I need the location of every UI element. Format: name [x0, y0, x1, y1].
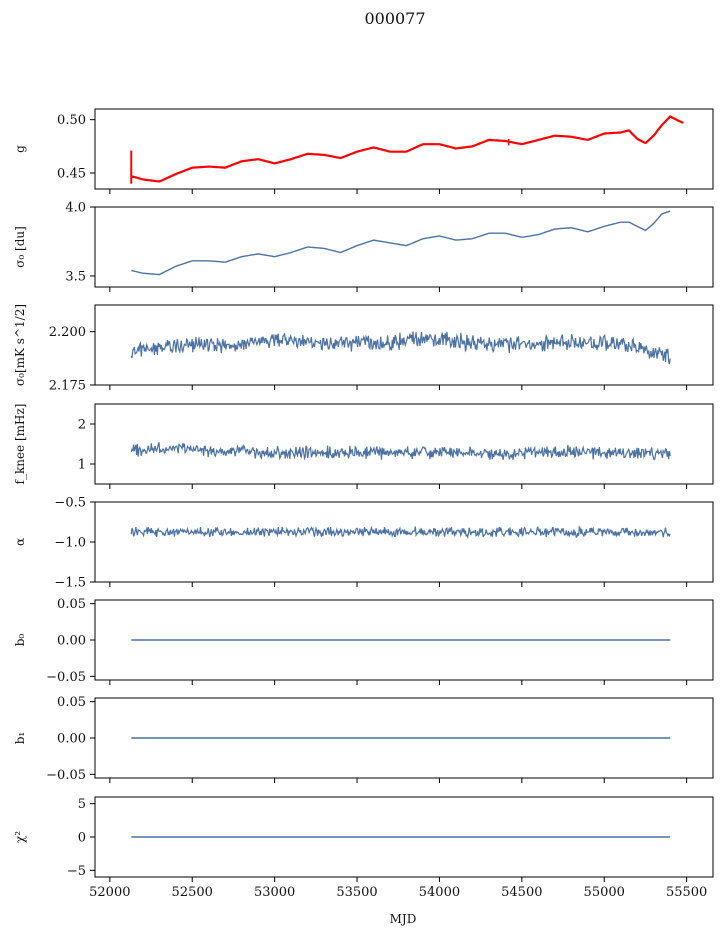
panel-frame-g — [94, 108, 714, 190]
ytick-label: 0.00 — [57, 634, 86, 649]
ytick-label: −5 — [67, 864, 86, 879]
ytick-label: 4.0 — [65, 201, 86, 216]
ytick-label: 2.175 — [49, 379, 86, 394]
ytick-label: −0.05 — [46, 670, 86, 685]
panel-sigma0_mK: 2.175 2.200 σ₀[mK s^1/2] — [13, 304, 714, 394]
xtick-label: 55500 — [666, 885, 707, 900]
ytick-label: −0.5 — [54, 496, 86, 511]
series-line-sigma0_mK — [130, 331, 671, 365]
ytick-label: −1.0 — [54, 536, 86, 551]
ytick-label: 2 — [78, 418, 86, 433]
ylabel-chi2: χ² — [13, 831, 27, 843]
xtick-label: 53000 — [254, 885, 295, 900]
ylabel-fknee: f_knee [mHz] — [13, 404, 27, 485]
ytick-label: 1 — [78, 458, 86, 473]
xtick-label: 53500 — [336, 885, 377, 900]
ytick-label: −1.5 — [54, 576, 86, 591]
xtick-label: 54000 — [419, 885, 460, 900]
overlay-line-g — [131, 115, 684, 183]
panel-frame-sigma0_mK — [94, 304, 714, 386]
ylabel-sigma0_mK: σ₀[mK s^1/2] — [13, 304, 27, 386]
ytick-label: 3.5 — [65, 269, 86, 284]
panel-frame-fknee — [94, 403, 714, 485]
ylabel-g: g — [13, 145, 27, 153]
panel-b1: −0.05 0.00 0.05 b₁ — [13, 695, 714, 783]
xtick-label: 52500 — [172, 885, 213, 900]
panel-chi2: −5 0 5 52000 52500 53000 53500 54000 54500 55000 5… — [13, 796, 714, 900]
ytick-label: 0.05 — [57, 597, 86, 612]
ytick-label: 0.45 — [57, 167, 86, 182]
ytick-label: −0.05 — [46, 768, 86, 783]
ytick-label: 2.200 — [49, 325, 86, 340]
ytick-label: 5 — [78, 797, 86, 812]
figure-title: 000077 — [364, 9, 425, 28]
xtick-label: 54500 — [501, 885, 542, 900]
panel-b0: −0.05 0.00 0.05 b₀ — [13, 597, 714, 685]
xtick-label: 52000 — [89, 885, 130, 900]
ylabel-alpha: α — [13, 538, 27, 546]
series-line-fknee — [130, 442, 671, 461]
x-axis-label: MJD — [390, 912, 417, 926]
panels: 0.45 0.50 g 3.5 4.0 σ₀ [du] 2.175 2.200 σ₀[mK s^… — [13, 108, 714, 900]
panel-frame-sigma0_du — [94, 206, 714, 288]
ytick-label: 0.50 — [57, 113, 86, 128]
ylabel-b0: b₀ — [13, 634, 27, 647]
ytick-label: 0.05 — [57, 695, 86, 710]
panel-fknee: 1 2 f_knee [mHz] — [13, 403, 714, 489]
ytick-label: 0.00 — [57, 732, 86, 747]
ylabel-b1: b₁ — [13, 732, 27, 745]
series-line-sigma0_du — [131, 210, 671, 276]
xtick-label: 55000 — [584, 885, 625, 900]
series-line-g — [131, 115, 684, 183]
panel-sigma0_du: 3.5 4.0 σ₀ [du] — [13, 201, 714, 292]
panel-g: 0.45 0.50 g — [13, 108, 714, 194]
ylabel-sigma0_du: σ₀ [du] — [13, 226, 27, 268]
panel-alpha: −1.5 −1.0 −0.5 α — [13, 496, 714, 591]
series-line-alpha — [130, 525, 671, 540]
ytick-label: 0 — [78, 831, 86, 846]
panel-frame-alpha — [94, 501, 714, 583]
